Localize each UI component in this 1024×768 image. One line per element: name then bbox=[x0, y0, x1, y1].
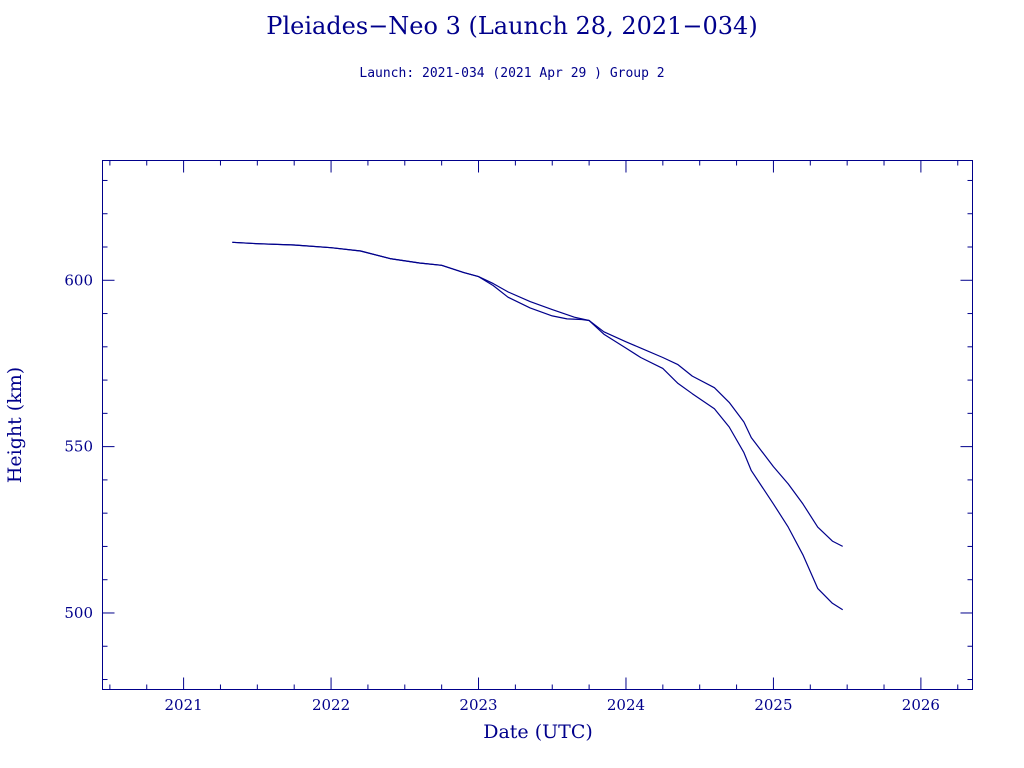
x-tick-label: 2022 bbox=[312, 696, 350, 714]
y-tick-label: 600 bbox=[64, 271, 93, 289]
y-axis-label: Height (km) bbox=[4, 367, 26, 483]
chart-subtitle: Launch: 2021-034 (2021 Apr 29 ) Group 2 bbox=[359, 66, 665, 81]
plot-frame bbox=[102, 160, 973, 690]
x-tick-label: 2021 bbox=[165, 696, 203, 714]
chart-title: Pleiades−Neo 3 (Launch 28, 2021−034) bbox=[266, 12, 758, 40]
series-line-2 bbox=[232, 241, 844, 611]
x-tick-label: 2025 bbox=[754, 696, 792, 714]
series-line-1 bbox=[232, 241, 843, 547]
x-tick-label: 2026 bbox=[902, 696, 940, 714]
x-tick-label: 2024 bbox=[607, 696, 645, 714]
series-lines bbox=[232, 241, 844, 611]
x-axis-label: Date (UTC) bbox=[483, 721, 593, 743]
axis-ticks bbox=[102, 160, 973, 690]
x-tick-label: 2023 bbox=[459, 696, 497, 714]
y-tick-label: 550 bbox=[64, 438, 93, 456]
tick-labels: 2021 2022 2023 2024 2025 2026 500 550 600 bbox=[64, 271, 940, 714]
y-tick-label: 500 bbox=[64, 604, 93, 622]
